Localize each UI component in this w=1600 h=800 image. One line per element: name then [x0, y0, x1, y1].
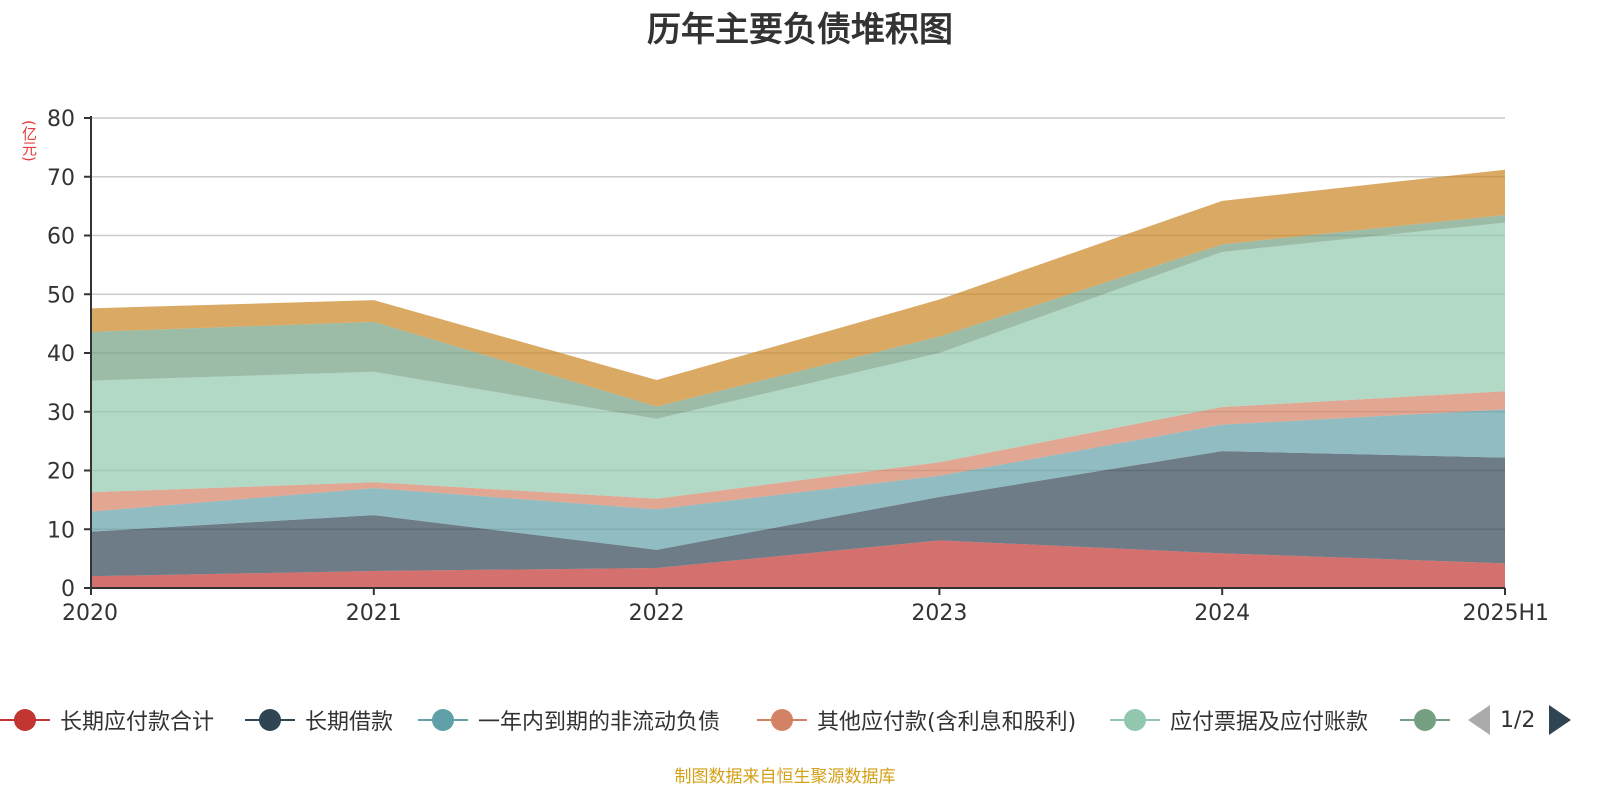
legend-item[interactable]: 一年内到期的非流动负债 [418, 700, 720, 740]
y-tick-label: 40 [47, 342, 75, 367]
triangle-left-icon[interactable] [1468, 705, 1490, 735]
legend-pager: 1/2 [1468, 700, 1572, 740]
legend-item[interactable]: 长期借款 [245, 700, 393, 740]
y-tick-label: 50 [47, 283, 75, 308]
triangle-right-icon[interactable] [1549, 705, 1572, 735]
y-tick-label: 0 [61, 577, 75, 602]
legend-label: 应付票据及应付账款 [1170, 710, 1369, 735]
legend: 长期应付款合计 长期借款 一年内到期的非流动负债 其他应付款(含利息和股利) 应付票据及… [0, 700, 1600, 740]
axes [84, 116, 1506, 595]
x-tick-label: 2020 [62, 601, 118, 626]
y-tick-label: 60 [47, 225, 75, 250]
legend-item[interactable]: 其他应付款(含利息和股利) [757, 700, 1076, 740]
legend-label: 一年内到期的非流动负债 [478, 710, 721, 735]
legend-label: 长期借款 [305, 710, 394, 735]
area-series-6[interactable] [91, 169, 1505, 407]
area-series-5[interactable] [91, 214, 1505, 419]
legend-swatch-icon [0, 707, 50, 733]
area-series-3[interactable] [91, 391, 1505, 512]
area-series-1[interactable] [91, 451, 1505, 577]
legend-swatch-icon [757, 707, 807, 733]
x-tick-label: 2023 [911, 601, 967, 626]
y-axis-unit-label: (亿元) [20, 120, 38, 162]
legend-swatch-icon [1110, 707, 1160, 733]
y-tick-label: 70 [47, 166, 75, 191]
y-tick-label: 20 [47, 460, 75, 485]
legend-page-indicator: 1/2 [1500, 707, 1536, 733]
area-series-group [91, 169, 1505, 588]
x-tick-label: 2025H1 [1462, 601, 1549, 626]
legend-item[interactable]: 应付票据及应付账款 [1110, 700, 1368, 740]
stacked-area-chart: 0 10 20 30 40 50 60 70 80 2020 2021 2022 2023 2024 202… [47, 107, 1549, 626]
y-tick-label: 30 [47, 401, 75, 426]
x-tick-label: 2024 [1194, 601, 1250, 626]
legend-item[interactable] [1400, 700, 1460, 740]
tick-labels: 0 10 20 30 40 50 60 70 80 2020 2021 2022 2023 2024 202… [47, 107, 1549, 626]
legend-label: 其他应付款(含利息和股利) [817, 710, 1077, 735]
legend-swatch-icon [418, 707, 468, 733]
legend-item[interactable]: 长期应付款合计 [0, 700, 214, 740]
y-tick-label: 80 [47, 107, 75, 132]
x-tick-label: 2022 [629, 601, 685, 626]
legend-swatch-icon [1400, 707, 1450, 733]
source-note: 制图数据来自恒生聚源数据库 [674, 767, 896, 787]
legend-label: 长期应付款合计 [60, 710, 215, 735]
chart-title: 历年主要负债堆积图 [647, 10, 953, 50]
y-tick-label: 10 [47, 518, 75, 543]
x-tick-label: 2021 [346, 601, 402, 626]
legend-swatch-icon [245, 707, 295, 733]
area-series-0[interactable] [91, 540, 1505, 588]
area-series-4[interactable] [91, 222, 1505, 499]
area-series-2[interactable] [91, 409, 1505, 550]
